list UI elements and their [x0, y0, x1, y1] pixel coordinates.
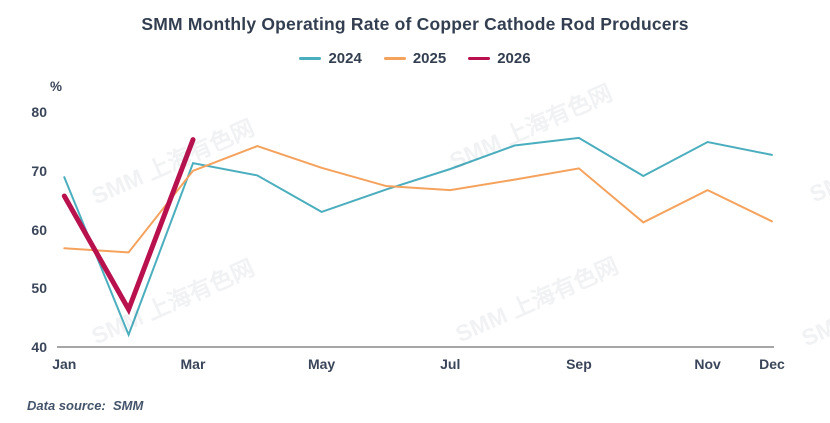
y-axis-tick-label: 60 [31, 221, 47, 238]
y-axis-tick-label: 70 [31, 162, 47, 179]
x-axis-tick-label-Dec: Dec [759, 356, 785, 372]
x-axis-tick-label-Sep: Sep [566, 356, 592, 372]
legend: 2024 2025 2026 [0, 50, 830, 67]
x-axis-tick-label-Jul: Jul [440, 356, 461, 372]
series-line-2025 [63, 145, 773, 254]
x-axis-tick-label-Jan: Jan [52, 356, 77, 372]
y-axis-unit-label: % [50, 79, 63, 94]
series-line-2024 [63, 136, 773, 338]
x-axis-tick-label-May: May [307, 356, 336, 372]
x-axis-tick-label-Mar: Mar [180, 356, 206, 372]
series-line-2026 [61, 137, 196, 316]
x-axis-tick-label-Nov: Nov [694, 356, 721, 372]
y-axis-tick-label: 80 [31, 104, 47, 120]
chart-title: SMM Monthly Operating Rate of Copper Cat… [141, 14, 689, 34]
legend-label: 2024 [328, 50, 362, 67]
y-axis-tick-label: 40 [31, 339, 47, 355]
legend-item-2025[interactable]: 2025 [383, 50, 447, 67]
legend-swatch-2024 [299, 56, 322, 61]
legend-swatch-2026 [468, 56, 491, 61]
legend-label: 2026 [497, 50, 531, 67]
legend-item-2026[interactable]: 2026 [468, 50, 531, 67]
legend-swatch-2025 [383, 56, 406, 61]
legend-item-2024[interactable]: 2024 [299, 50, 362, 67]
data-source-note: Data source: SMM [27, 398, 144, 413]
y-axis-tick-label: 50 [31, 280, 47, 297]
legend-label: 2025 [412, 50, 447, 67]
